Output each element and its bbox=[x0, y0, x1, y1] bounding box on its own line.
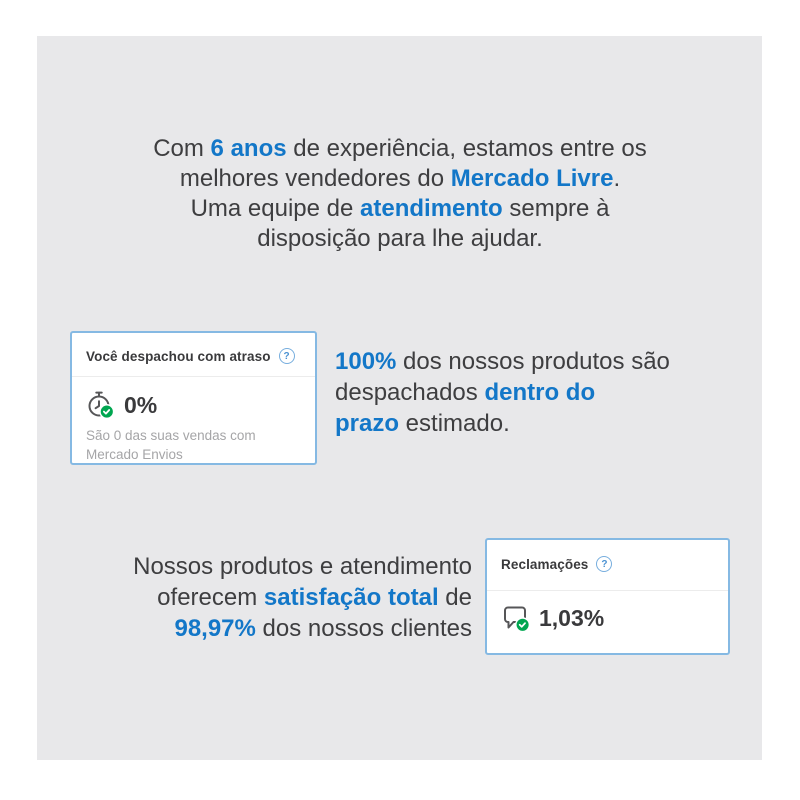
shipping-card-body: 0% São 0 das suas vendas com Mercado Env… bbox=[72, 390, 315, 464]
shipping-metric-card: Você despachou com atraso ? 0% São 0 das… bbox=[70, 331, 317, 465]
shipping-card-caption: São 0 das suas vendas com Mercado Envios bbox=[86, 428, 256, 462]
claims-value: 1,03% bbox=[539, 604, 605, 631]
claims-card-body: 1,03% bbox=[487, 603, 728, 633]
stopwatch-check-icon bbox=[86, 390, 116, 420]
satisfaction-text: Nossos produtos e atendimento oferecem sa… bbox=[133, 553, 472, 642]
chat-bubble-check-icon bbox=[501, 603, 531, 633]
shipping-card-header: Você despachou com atraso ? bbox=[72, 333, 315, 377]
claims-metric-card: Reclamações ? 1,03% bbox=[485, 538, 730, 655]
shipping-delay-value: 0% bbox=[124, 391, 158, 418]
question-circle-icon[interactable]: ? bbox=[278, 348, 295, 364]
claims-card-header: Reclamações ? bbox=[487, 540, 728, 591]
shipping-metric-row: 0% bbox=[86, 390, 315, 420]
claims-card-title: Reclamações bbox=[501, 556, 589, 572]
intro-text: Com 6 anos de experiência, estamos entre… bbox=[153, 135, 647, 252]
claims-metric-row: 1,03% bbox=[501, 603, 728, 633]
shipping-text: 100% dos nossos produtos são despachados … bbox=[335, 348, 670, 437]
shipping-card-title: Você despachou com atraso bbox=[86, 348, 271, 364]
question-circle-icon[interactable]: ? bbox=[596, 556, 613, 572]
